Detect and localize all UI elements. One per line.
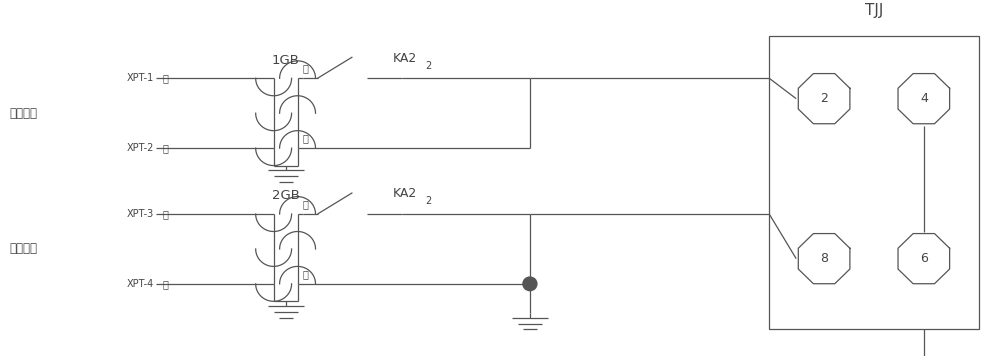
- Text: KA2: KA2: [392, 52, 417, 65]
- Text: XPT-4: XPT-4: [127, 279, 154, 289]
- Text: TJJ: TJJ: [865, 3, 883, 18]
- Bar: [769, 36, 979, 330]
- Text: 红: 红: [163, 209, 169, 219]
- Text: 8: 8: [820, 252, 828, 265]
- Text: 黄: 黄: [303, 199, 308, 209]
- Text: XPT-3: XPT-3: [127, 209, 154, 219]
- Text: 系统电压: 系统电压: [9, 107, 37, 120]
- Text: 绿: 绿: [163, 279, 169, 289]
- Text: 4: 4: [920, 92, 928, 105]
- Text: 1GB: 1GB: [272, 54, 300, 67]
- Text: XPT-2: XPT-2: [127, 143, 154, 153]
- Text: 蓝: 蓝: [303, 269, 308, 279]
- Text: 对象电压: 对象电压: [9, 242, 37, 256]
- Text: KA2: KA2: [392, 187, 417, 201]
- Text: 蓝: 蓝: [303, 133, 308, 143]
- Text: 6: 6: [920, 252, 928, 265]
- Text: 红: 红: [163, 73, 169, 83]
- Circle shape: [523, 277, 537, 291]
- Text: 2: 2: [820, 92, 828, 105]
- Text: 绿: 绿: [163, 143, 169, 153]
- Text: 黄: 黄: [303, 64, 308, 74]
- Text: 2: 2: [425, 61, 431, 71]
- Text: 2GB: 2GB: [272, 190, 300, 202]
- Text: 2: 2: [425, 196, 431, 206]
- Text: XPT-1: XPT-1: [127, 73, 154, 83]
